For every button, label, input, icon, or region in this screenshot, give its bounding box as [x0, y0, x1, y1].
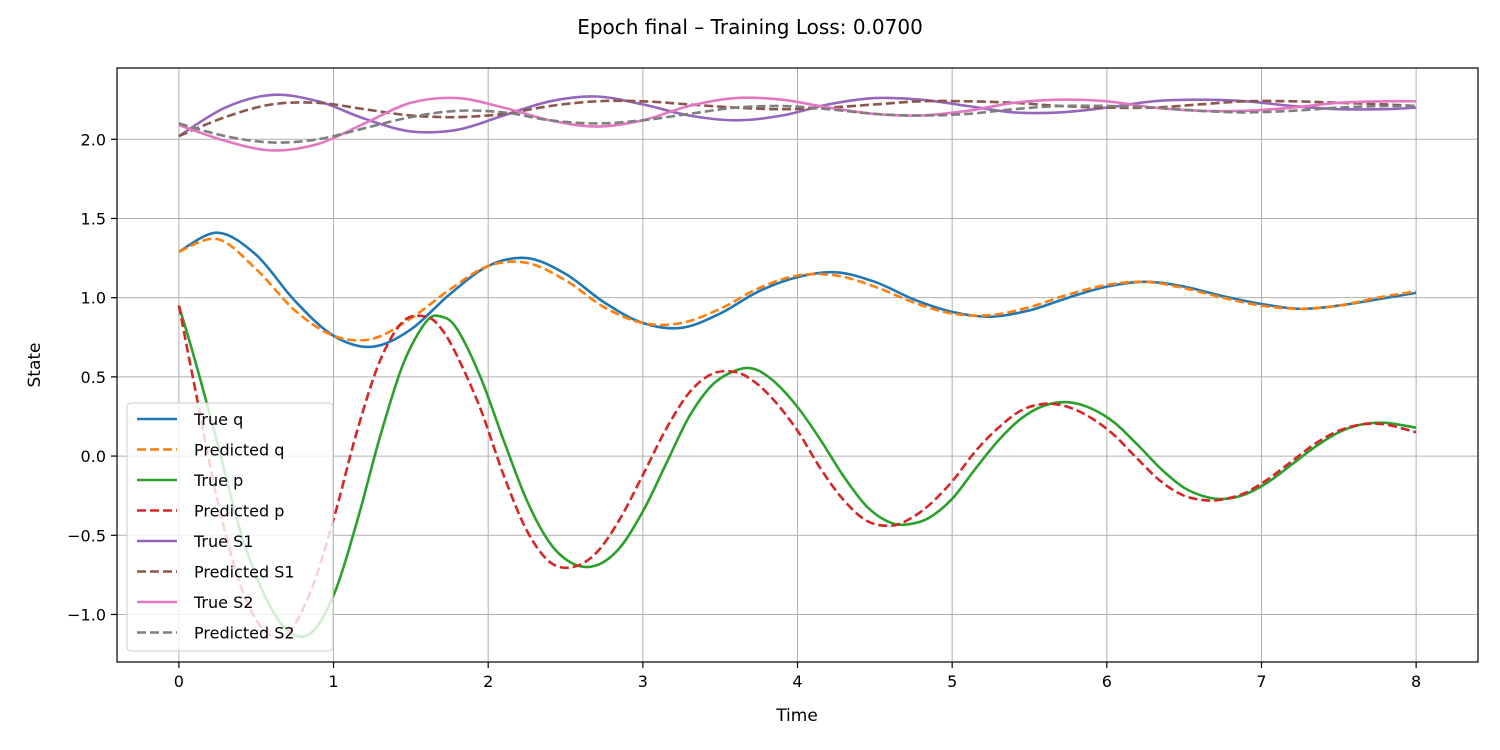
y-tick-label: −0.5: [67, 526, 106, 545]
y-tick-label: 0.5: [81, 368, 106, 387]
legend-label-true-p: True p: [193, 471, 243, 490]
series-line-true-s2: [178, 96, 1417, 152]
series-line-predicted-q: [178, 237, 1417, 342]
x-tick-label: 2: [483, 672, 493, 691]
x-tick-label: 6: [1102, 672, 1112, 691]
x-axis-label: Time: [775, 706, 818, 726]
y-axis-label: State: [25, 343, 45, 388]
legend-label-predicted-s2: Predicted S2: [194, 624, 295, 643]
legend-label-predicted-q: Predicted q: [194, 441, 284, 460]
x-tick-label: 5: [947, 672, 957, 691]
grid: [117, 68, 1478, 662]
y-tick-label: 1.0: [81, 289, 106, 308]
legend-label-true-s2: True S2: [193, 593, 253, 612]
legend: True q Predicted q True p Predicted p True S…: [126, 402, 334, 652]
x-tick-label: 4: [792, 672, 802, 691]
y-tick-label: 1.5: [81, 209, 106, 228]
legend-label-true-s1: True S1: [193, 532, 253, 551]
series-line-predicted-p: [177, 305, 1417, 639]
legend-label-true-q: True q: [193, 410, 243, 429]
y-tick-label: 2.0: [81, 130, 106, 149]
x-tick-label: 8: [1411, 672, 1421, 691]
legend-box: [126, 402, 334, 652]
series-line-true-p: [177, 305, 1417, 639]
chart-title: Epoch final – Training Loss: 0.0700: [577, 15, 923, 39]
x-tick-label: 0: [174, 672, 184, 691]
legend-label-predicted-s1: Predicted S1: [194, 563, 295, 582]
series-line-true-s1: [178, 93, 1417, 138]
y-tick-label: 0.0: [81, 447, 106, 466]
series-line-predicted-s2: [178, 104, 1417, 144]
series-line-true-q: [178, 231, 1417, 349]
axis-ticks: 0 1 2 3 4 5 6 7 8 −1.0 −0.5 0.0 0.5 1.0 1.5 2.0: [67, 130, 1421, 691]
y-tick-label: −1.0: [67, 605, 106, 624]
legend-label-predicted-p: Predicted p: [194, 502, 284, 521]
x-tick-label: 7: [1256, 672, 1266, 691]
x-tick-label: 3: [638, 672, 648, 691]
x-tick-label: 1: [328, 672, 338, 691]
series-lines: [177, 93, 1417, 639]
